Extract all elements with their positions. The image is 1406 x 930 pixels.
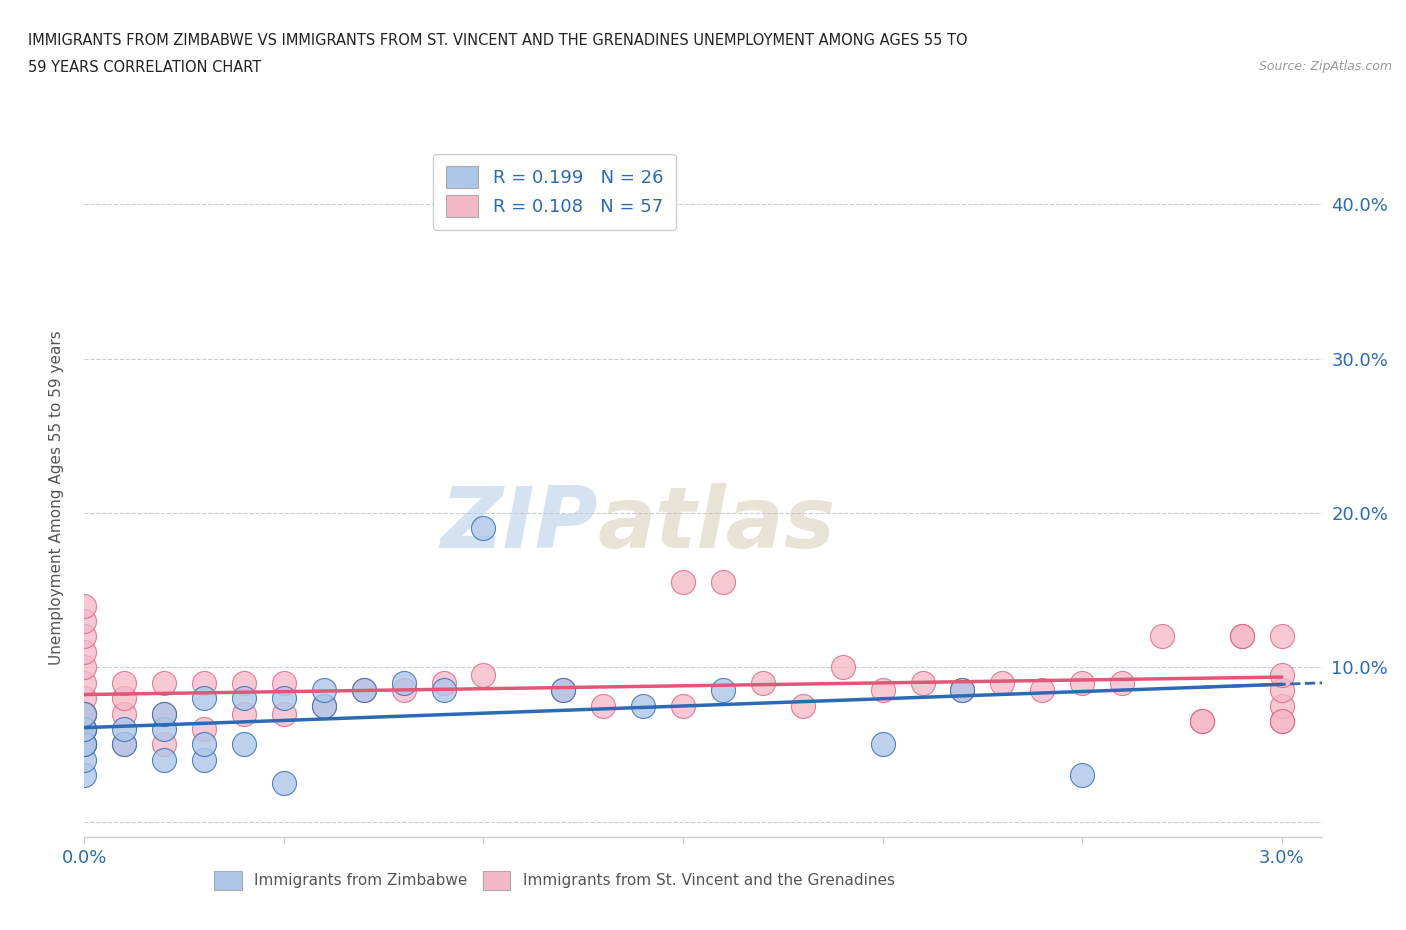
Point [1271, 629, 1294, 644]
Point [73, 752, 96, 767]
Point [233, 737, 256, 751]
Point [1271, 698, 1294, 713]
Point [73, 706, 96, 721]
Point [312, 698, 335, 713]
Point [553, 683, 575, 698]
Point [1071, 768, 1094, 783]
Point [73, 722, 96, 737]
Point [73, 737, 96, 751]
Point [73, 598, 96, 613]
Point [711, 575, 734, 590]
Point [73, 644, 96, 659]
Point [872, 683, 894, 698]
Point [1271, 714, 1294, 729]
Point [472, 668, 495, 683]
Point [1230, 629, 1253, 644]
Point [911, 675, 934, 690]
Point [553, 683, 575, 698]
Point [153, 737, 176, 751]
Text: 59 YEARS CORRELATION CHART: 59 YEARS CORRELATION CHART [28, 60, 262, 75]
Point [1271, 683, 1294, 698]
Point [392, 675, 415, 690]
Point [112, 737, 135, 751]
Point [472, 521, 495, 536]
Point [353, 683, 375, 698]
Point [193, 737, 215, 751]
Point [432, 675, 454, 690]
Point [1271, 714, 1294, 729]
Point [73, 722, 96, 737]
Point [631, 698, 654, 713]
Point [233, 675, 256, 690]
Point [73, 722, 96, 737]
Point [73, 737, 96, 751]
Text: Source: ZipAtlas.com: Source: ZipAtlas.com [1258, 60, 1392, 73]
Point [1031, 683, 1053, 698]
Point [73, 768, 96, 783]
Point [1071, 675, 1094, 690]
Point [752, 675, 775, 690]
Point [153, 752, 176, 767]
Point [432, 683, 454, 698]
Point [592, 698, 614, 713]
Point [233, 691, 256, 706]
Point [392, 683, 415, 698]
Point [73, 614, 96, 629]
Point [353, 683, 375, 698]
Point [273, 675, 295, 690]
Text: ZIP: ZIP [440, 484, 598, 566]
Y-axis label: Unemployment Among Ages 55 to 59 years: Unemployment Among Ages 55 to 59 years [49, 330, 63, 665]
Point [112, 691, 135, 706]
Point [952, 683, 974, 698]
Point [273, 776, 295, 790]
Point [1230, 629, 1253, 644]
Point [112, 737, 135, 751]
Point [73, 629, 96, 644]
Point [1150, 629, 1173, 644]
Point [273, 706, 295, 721]
Point [73, 675, 96, 690]
Point [153, 675, 176, 690]
Point [312, 698, 335, 713]
Text: IMMIGRANTS FROM ZIMBABWE VS IMMIGRANTS FROM ST. VINCENT AND THE GRENADINES UNEMP: IMMIGRANTS FROM ZIMBABWE VS IMMIGRANTS F… [28, 33, 967, 47]
Point [711, 683, 734, 698]
Point [193, 691, 215, 706]
Point [112, 706, 135, 721]
Point [73, 722, 96, 737]
Point [193, 722, 215, 737]
Point [73, 737, 96, 751]
Point [991, 675, 1014, 690]
Legend: Immigrants from Zimbabwe, Immigrants from St. Vincent and the Grenadines: Immigrants from Zimbabwe, Immigrants fro… [207, 863, 903, 897]
Point [193, 675, 215, 690]
Point [153, 706, 176, 721]
Point [233, 706, 256, 721]
Point [1271, 668, 1294, 683]
Point [73, 706, 96, 721]
Point [73, 706, 96, 721]
Point [831, 660, 853, 675]
Point [312, 683, 335, 698]
Point [273, 691, 295, 706]
Point [952, 683, 974, 698]
Point [672, 698, 695, 713]
Point [1111, 675, 1133, 690]
Point [73, 660, 96, 675]
Point [672, 575, 695, 590]
Point [872, 737, 894, 751]
Point [73, 737, 96, 751]
Text: atlas: atlas [598, 484, 837, 566]
Point [193, 752, 215, 767]
Point [792, 698, 814, 713]
Point [1191, 714, 1213, 729]
Point [73, 691, 96, 706]
Point [153, 706, 176, 721]
Point [1191, 714, 1213, 729]
Point [112, 722, 135, 737]
Point [153, 722, 176, 737]
Point [112, 675, 135, 690]
